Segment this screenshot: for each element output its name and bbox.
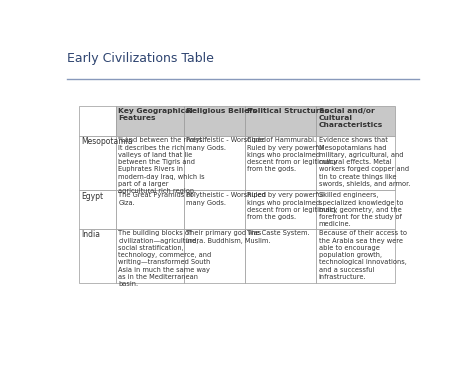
Text: Polytheistic - Worshiped
many Gods.: Polytheistic - Worshiped many Gods. [186,193,266,206]
Text: Polytheistic - Worshiped
many Gods.: Polytheistic - Worshiped many Gods. [186,138,266,151]
Text: Political Structures: Political Structures [247,108,329,114]
Bar [116,135,184,190]
Text: Skilled engineers,
specialized knowledge to
build, geometry, and the
forefront f: Skilled engineers, specialized knowledge… [319,193,403,227]
Text: Early Civilizations Table: Early Civilizations Table [66,52,213,66]
Bar [316,135,395,190]
Text: Evidence shows that
Mesopotamians had
military, agricultural, and
cultural effec: Evidence shows that Mesopotamians had mi… [319,138,410,187]
Bar [80,106,116,135]
Text: Their primary god was
Indra. Buddhism, Muslim.: Their primary god was Indra. Buddhism, M… [186,231,271,244]
Bar [116,106,184,135]
Bar [184,135,245,190]
Text: Egypt: Egypt [82,193,103,201]
Text: The Great Pyramids of
Giza.: The Great Pyramids of Giza. [118,193,193,206]
Bar [245,190,316,228]
Text: The building blocks of
civilization—agriculture,
social stratification,
technolo: The building blocks of civilization—agri… [118,231,212,287]
Text: Code of Hammurabi.
Ruled by very powerful
kings who proclaimed
descent from or l: Code of Hammurabi. Ruled by very powerfu… [247,138,337,172]
Bar [184,190,245,228]
Text: Mesopotamia: Mesopotamia [82,138,133,146]
Text: "Land between the rivers."
It describes the rich
valleys of land that lie
betwee: "Land between the rivers." It describes … [118,138,208,194]
Bar [245,135,316,190]
Bar [80,135,116,190]
Bar [245,106,316,135]
Bar [80,228,116,283]
Bar [80,190,116,228]
Text: Key Geographical
Features: Key Geographical Features [118,108,193,121]
Text: Religious Beliefs: Religious Beliefs [186,108,257,114]
Bar [316,106,395,135]
Bar [316,190,395,228]
Text: India: India [82,231,100,239]
Text: Because of their access to
the Arabia sea they were
able to encourage
population: Because of their access to the Arabia se… [319,231,407,280]
Bar [245,228,316,283]
Bar [184,106,245,135]
Bar [316,228,395,283]
Text: Ruled by very powerful
kings who proclaimed
descent from or legitimacy
from the : Ruled by very powerful kings who proclai… [247,193,337,220]
Bar [116,190,184,228]
Text: Social and/or
Cultural
Characteristics: Social and/or Cultural Characteristics [319,108,383,128]
Text: The Caste System.: The Caste System. [247,231,310,236]
Bar [184,228,245,283]
Bar [116,228,184,283]
